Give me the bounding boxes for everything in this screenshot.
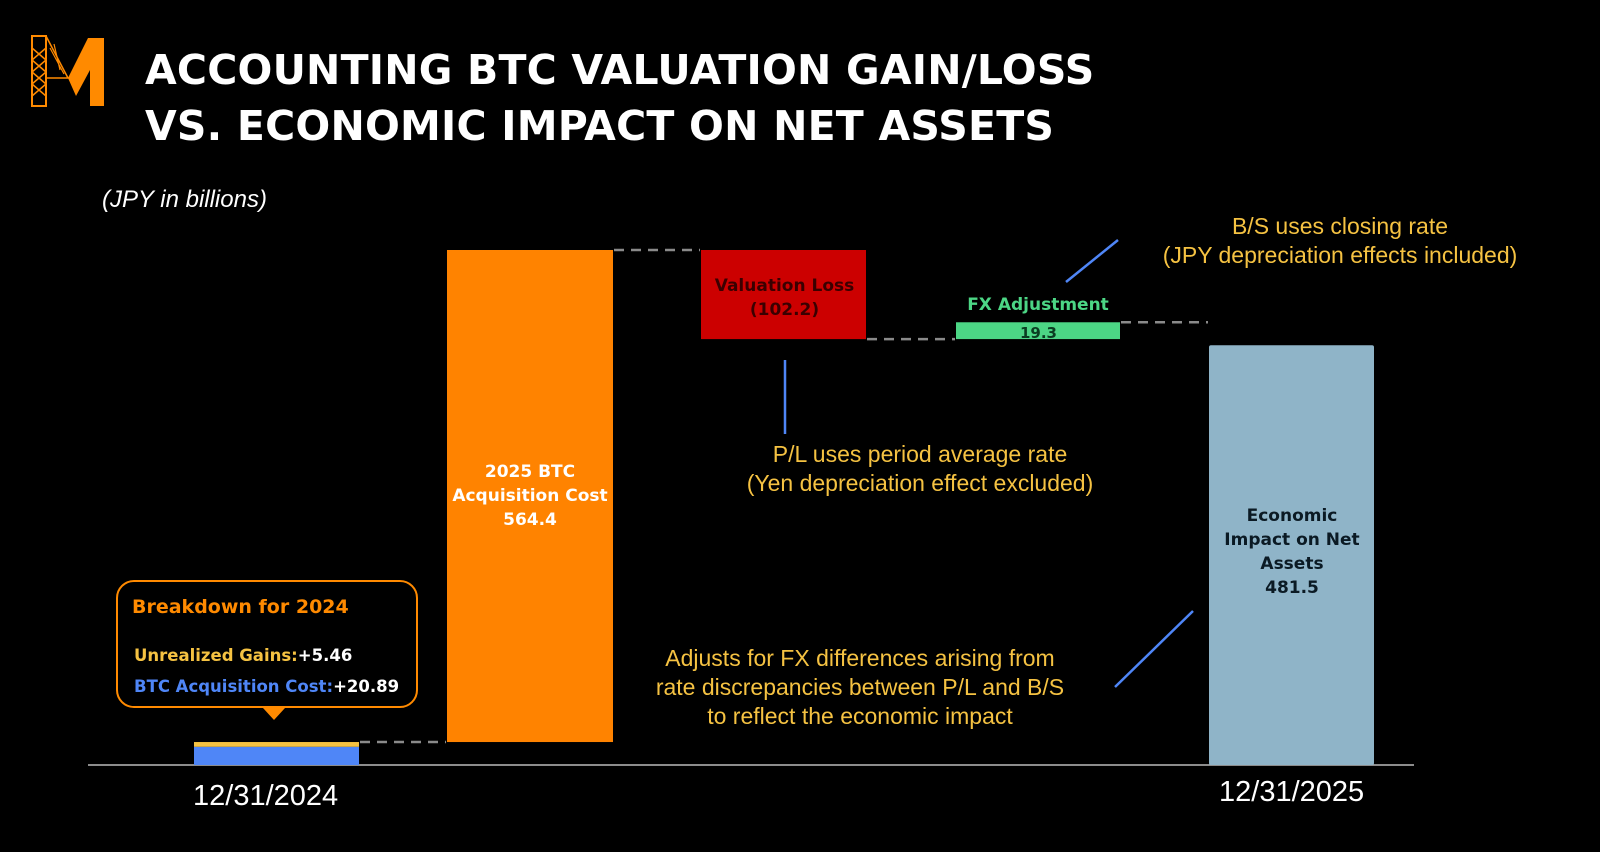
bar-start-unrealized (194, 742, 359, 747)
bar-economic-impact (1209, 345, 1374, 765)
breakdown-title: Breakdown for 2024 (132, 596, 349, 618)
x-label-end: 12/31/2025 (1219, 776, 1365, 808)
logo-left-lattice (31, 35, 47, 107)
pl-average-rate-note: P/L uses period average rate (Yen deprec… (746, 441, 1094, 496)
page-title-line-1: ACCOUNTING BTC VALUATION GAIN/LOSS (145, 46, 1095, 94)
logo-right-solid (68, 38, 104, 106)
x-label-start: 12/31/2024 (193, 780, 339, 812)
page-title-line-2: VS. ECONOMIC IMPACT ON NET ASSETS (145, 102, 1055, 150)
breakdown-key: BTC Acquisition Cost: (134, 677, 334, 696)
callout-line-adjust (1114, 610, 1194, 688)
fx-adjustment-value: 19.3 (1019, 324, 1057, 342)
breakdown-value: +20.89 (333, 677, 400, 696)
fx-adjustment-label: FX Adjustment (967, 295, 1109, 315)
fx-adjust-note: Adjusts for FX differences arising from … (655, 645, 1065, 729)
bar-valuation-loss (701, 250, 866, 340)
breakdown-value: +5.46 (297, 646, 353, 665)
breakdown-2024-box: Breakdown for 2024 Unrealized Gains:+5.4… (116, 580, 418, 708)
bar-start-btc-cost (194, 746, 359, 765)
units-label: (JPY in billions) (102, 186, 267, 213)
bar-fx-adjustment (956, 322, 1120, 340)
bar-acquisition-cost (447, 250, 613, 743)
breakdown-key: Unrealized Gains: (134, 646, 298, 665)
bs-closing-rate-note: B/S uses closing rate (JPY depreciation … (1162, 213, 1518, 268)
breakdown-row-unrealized: Unrealized Gains:+5.46 (134, 646, 352, 665)
company-logo-icon (31, 35, 104, 107)
acquisition-cost-label: 2025 BTC Acquisition Cost 564.4 (452, 462, 608, 530)
breakdown-row-btc-cost: BTC Acquisition Cost:+20.89 (134, 677, 399, 696)
valuation-loss-label: Valuation Loss (102.2) (714, 276, 855, 320)
economic-impact-label: Economic Impact on Net Assets 481.5 (1224, 506, 1360, 598)
breakdown-pointer-icon (263, 708, 285, 720)
callout-line-bs (1065, 239, 1119, 283)
